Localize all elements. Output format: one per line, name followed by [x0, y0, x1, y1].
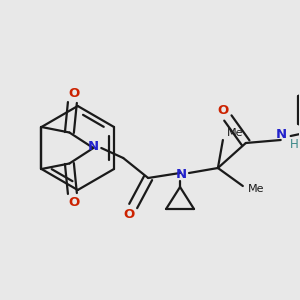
Text: O: O	[69, 87, 80, 100]
Text: O: O	[69, 196, 80, 209]
Text: Me: Me	[226, 128, 243, 138]
Text: O: O	[124, 208, 135, 221]
Text: Me: Me	[248, 184, 264, 194]
Text: H: H	[290, 139, 299, 152]
Text: N: N	[176, 167, 187, 181]
Text: O: O	[217, 103, 229, 116]
Text: N: N	[276, 128, 287, 142]
Text: N: N	[88, 140, 99, 154]
